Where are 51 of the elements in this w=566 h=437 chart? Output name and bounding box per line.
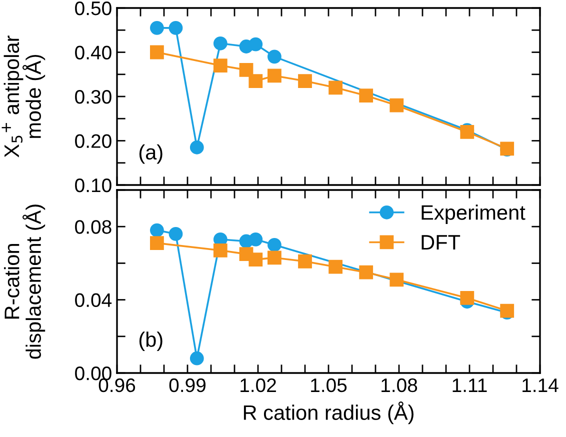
y-tick-label: 0.04 (75, 293, 112, 308)
y-tick-label: 0.08 (75, 220, 112, 234)
point (213, 243, 228, 258)
point (328, 80, 342, 95)
point (248, 37, 263, 52)
point (268, 68, 282, 83)
point (359, 265, 374, 280)
x-tick-label: 1.05 (311, 378, 347, 392)
x-tick-label: 0.96 (98, 378, 136, 392)
point (150, 223, 164, 238)
point (248, 252, 263, 266)
point (248, 232, 263, 246)
y-tick-label: 0.10 (75, 178, 112, 192)
legend-label: DFT (422, 235, 460, 250)
point (390, 272, 404, 287)
point (213, 36, 228, 50)
y-tick-label: 0.40 (75, 46, 112, 60)
y-axis-title: X$_{5}$$^{+}$ antipolar mode (Å) (2, 36, 46, 158)
y-tick-label: 0.20 (75, 134, 112, 148)
point (190, 351, 204, 366)
x-tick-label: 1.14 (522, 378, 558, 392)
point (298, 254, 312, 268)
point (150, 45, 164, 60)
x-tick-label: 0.99 (169, 378, 206, 392)
point (390, 98, 404, 112)
x-tick-label: 1.02 (240, 378, 276, 392)
point (268, 50, 282, 64)
y-tick-label: 0.50 (75, 1, 112, 16)
x-tick-label: 1.08 (382, 378, 418, 392)
y-tick-label: 0.30 (75, 90, 112, 104)
point (298, 74, 312, 88)
point (168, 226, 183, 241)
point (150, 20, 164, 35)
x-axis-title: R cation radius (Å) (244, 402, 414, 424)
x-tick-label: 1.11 (452, 378, 487, 392)
point (268, 250, 282, 265)
y-axis-title: R-cation displacement (Å) (4, 204, 46, 359)
point (328, 260, 342, 274)
point (168, 20, 183, 35)
annotation: (a) (139, 144, 162, 164)
point (248, 74, 263, 88)
point (268, 238, 282, 252)
point (460, 291, 474, 305)
point (150, 236, 164, 250)
point (213, 58, 228, 72)
point (359, 88, 374, 103)
annotation: (b) (139, 332, 162, 352)
point (239, 63, 254, 77)
y-tick-label: 0.00 (75, 366, 112, 380)
point (190, 140, 204, 154)
legend-label: Experiment (422, 204, 526, 224)
